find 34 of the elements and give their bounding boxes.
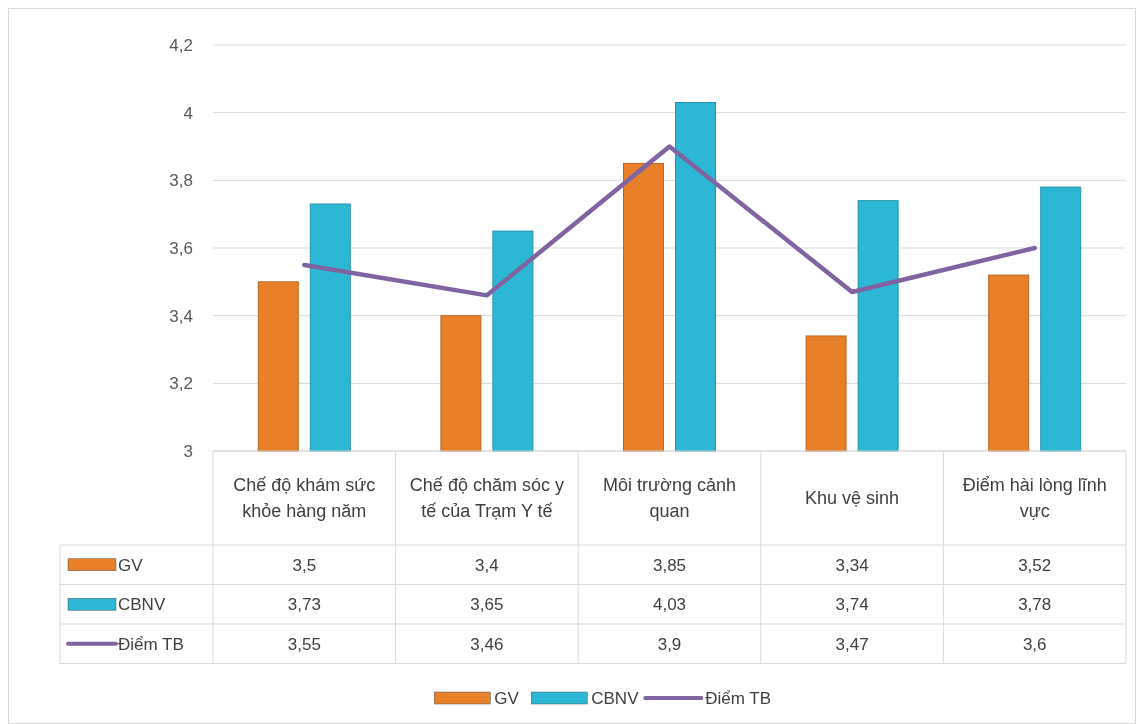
data-label: 3,73 <box>287 595 321 615</box>
y-tick-label: 4,2 <box>169 35 193 55</box>
data-label: 3,85 <box>652 555 687 575</box>
data-label: 3,78 <box>1018 595 1052 615</box>
data-label: 3,9 <box>657 634 682 654</box>
legend-label: Điểm TB <box>118 634 184 654</box>
line-series <box>302 144 1037 298</box>
data-label: 3,52 <box>1018 555 1052 575</box>
x-tick-label: Khu vệ sinh <box>805 488 900 509</box>
x-tick-label: Chế độ chăm sóc y tế của Trạm Y tế <box>409 475 564 522</box>
data-label: 4,03 <box>652 595 687 615</box>
data-label: 3,46 <box>470 634 504 654</box>
legend-label: CBNV <box>118 595 166 615</box>
data-label: 3,74 <box>835 595 869 615</box>
y-tick-label: 3,2 <box>169 374 193 394</box>
x-tick-label: Chế độ khám sức khỏe hàng năm <box>233 475 376 522</box>
data-label: 3,47 <box>835 634 869 654</box>
y-tick-label: 3,4 <box>169 306 193 326</box>
x-tick-label: Điểm hài lòng lĩnh vực <box>962 475 1107 522</box>
y-tick-label: 3,8 <box>169 171 193 191</box>
y-tick-label: 4 <box>183 103 193 123</box>
data-label: 3,4 <box>475 555 499 575</box>
x-tick-label: Môi trường cảnh quan <box>603 475 736 522</box>
y-tick-label: 3,6 <box>169 238 193 258</box>
data-label: 3,34 <box>835 555 869 575</box>
data-label: 3,65 <box>470 595 504 615</box>
data-label: 3,5 <box>292 555 317 575</box>
data-label: 3,6 <box>1022 634 1047 654</box>
data-label: 3,55 <box>287 634 321 654</box>
text: CBNV <box>591 688 639 708</box>
text: GV <box>494 688 519 708</box>
text: Điểm TB <box>705 688 772 708</box>
legend-label: GV <box>118 555 144 575</box>
y-tick-label: 3 <box>183 441 193 461</box>
